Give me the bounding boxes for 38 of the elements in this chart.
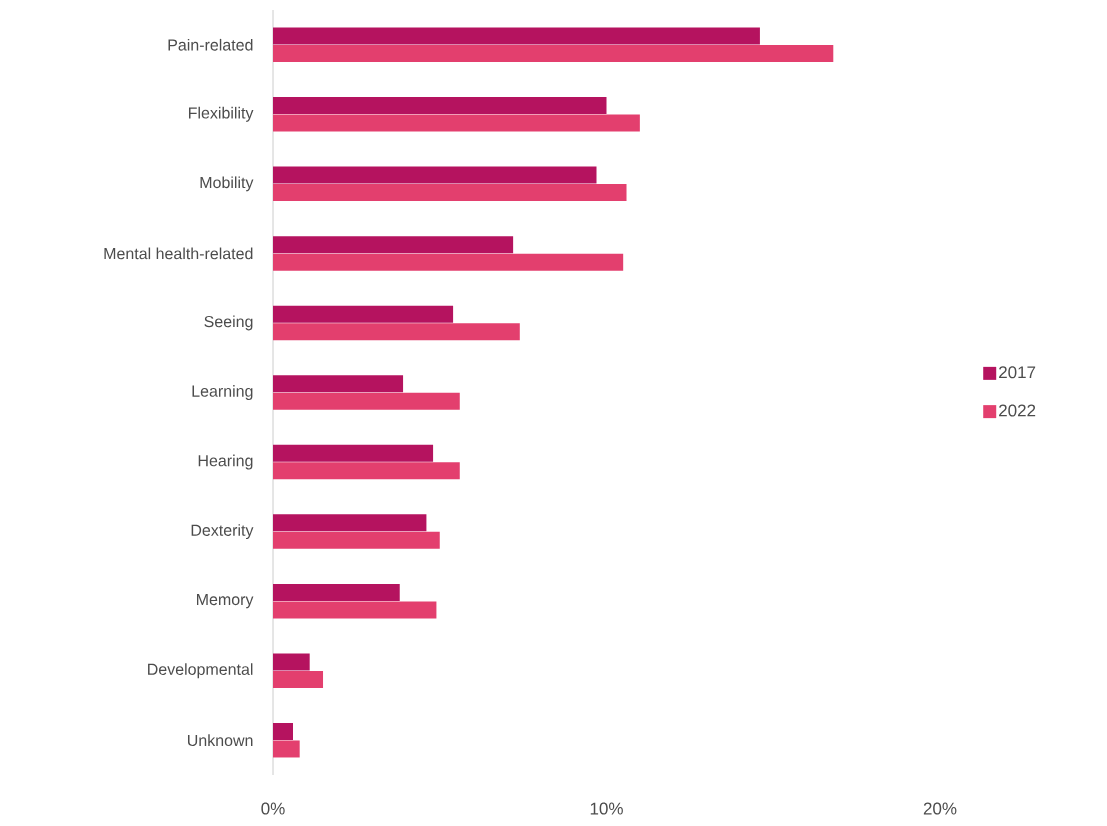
bar <box>273 392 460 410</box>
bar <box>273 27 760 45</box>
y-tick-label: Flexibility <box>188 106 254 122</box>
bar <box>273 114 640 132</box>
bar <box>273 583 400 601</box>
bar <box>273 375 404 393</box>
bar <box>273 184 627 202</box>
y-tick-label: Dexterity <box>191 524 254 540</box>
bar <box>273 740 300 758</box>
bar <box>273 444 434 462</box>
bar <box>273 601 437 619</box>
y-tick-label: Unknown <box>188 734 253 747</box>
bar <box>273 45 834 63</box>
y-tick-label: Hearing <box>198 454 253 470</box>
bar <box>273 97 607 115</box>
bar <box>273 722 294 740</box>
bar <box>273 531 440 549</box>
bar <box>273 514 427 532</box>
y-tick-label: Seeing <box>204 315 253 331</box>
y-tick-label: Learning <box>192 385 253 400</box>
y-tick-label: Memory <box>197 593 254 609</box>
bar <box>273 166 597 184</box>
x-tick-label: 20% <box>923 802 957 815</box>
bar <box>273 253 624 271</box>
legend-label: 2017 <box>999 366 1036 379</box>
bar <box>273 305 454 323</box>
bar <box>273 236 514 254</box>
y-tick-label: Pain-related <box>168 38 253 51</box>
x-tick-label: 10% <box>590 802 623 815</box>
y-tick-label: Mobility <box>200 176 254 192</box>
x-tick-label: 0% <box>261 802 285 815</box>
bar <box>273 462 460 480</box>
bar <box>273 323 520 341</box>
legend-label: 2022 <box>999 404 1036 417</box>
y-tick-label: Mental health-related <box>104 247 253 260</box>
y-tick-label: Developmental <box>148 663 253 679</box>
bar <box>273 670 324 688</box>
bar <box>273 653 310 671</box>
